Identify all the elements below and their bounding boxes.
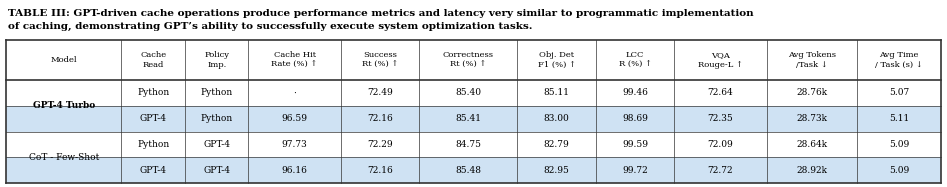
Text: 85.48: 85.48 [456,166,481,175]
Text: 85.11: 85.11 [544,88,569,97]
Text: 84.75: 84.75 [456,140,481,149]
Text: Python: Python [201,114,233,123]
Text: 96.16: 96.16 [281,166,308,175]
Text: Avg Time
/ Task (s) ↓: Avg Time / Task (s) ↓ [875,51,922,69]
Text: Obj. Det
F1 (%) ↑: Obj. Det F1 (%) ↑ [538,51,576,69]
Text: 99.46: 99.46 [622,88,648,97]
Text: 5.09: 5.09 [888,140,909,149]
Text: 99.59: 99.59 [622,140,648,149]
Text: Model: Model [50,56,77,64]
Bar [6,106,941,131]
Text: 98.69: 98.69 [622,114,648,123]
Text: GPT-4: GPT-4 [204,140,230,149]
Text: GPT-4 Turbo: GPT-4 Turbo [32,101,95,110]
Text: Python: Python [201,88,233,97]
Text: GPT-4: GPT-4 [204,166,230,175]
Text: 72.09: 72.09 [707,140,733,149]
Text: 72.16: 72.16 [367,166,393,175]
Text: 72.49: 72.49 [367,88,393,97]
Text: VQA
Rouge-L ↑: VQA Rouge-L ↑ [698,51,743,69]
Text: 72.72: 72.72 [707,166,733,175]
Text: 72.29: 72.29 [367,140,393,149]
Text: 96.59: 96.59 [281,114,308,123]
Text: 72.35: 72.35 [707,114,733,123]
Text: 5.09: 5.09 [888,166,909,175]
Text: of caching, demonstrating GPT’s ability to successfully execute system optimizat: of caching, demonstrating GPT’s ability … [8,22,532,31]
Bar [6,157,941,183]
Text: Cache Hit
Rate (%) ↑: Cache Hit Rate (%) ↑ [272,51,318,69]
Text: 28.64k: 28.64k [796,140,828,149]
Text: 85.40: 85.40 [456,88,481,97]
Text: Cache
Read: Cache Read [140,51,167,69]
Text: LCC
R (%) ↑: LCC R (%) ↑ [618,51,652,69]
Text: Python: Python [137,88,170,97]
Text: TABLE III: GPT-driven cache operations produce performance metrics and latency v: TABLE III: GPT-driven cache operations p… [8,9,754,18]
Text: Success
Rt (%) ↑: Success Rt (%) ↑ [362,51,398,69]
Text: Correctness
Rt (%) ↑: Correctness Rt (%) ↑ [443,51,493,69]
Text: 5.07: 5.07 [888,88,909,97]
Text: CoT - Few-Shot: CoT - Few-Shot [28,153,98,162]
Text: ·: · [294,88,296,97]
Text: Avg Tokens
/Task ↓: Avg Tokens /Task ↓ [788,51,835,69]
Text: 72.64: 72.64 [707,88,733,97]
Text: GPT-4: GPT-4 [139,166,167,175]
Text: 85.41: 85.41 [456,114,481,123]
Text: 5.11: 5.11 [888,114,909,123]
Text: 97.73: 97.73 [281,140,308,149]
Text: 28.76k: 28.76k [796,88,828,97]
Text: 72.16: 72.16 [367,114,393,123]
Text: 82.79: 82.79 [544,140,569,149]
Text: Python: Python [137,140,170,149]
Text: 28.73k: 28.73k [796,114,828,123]
Text: 28.92k: 28.92k [796,166,828,175]
Text: 82.95: 82.95 [544,166,569,175]
Text: Policy
Imp.: Policy Imp. [205,51,229,69]
Text: GPT-4: GPT-4 [139,114,167,123]
Text: 83.00: 83.00 [544,114,569,123]
Text: 99.72: 99.72 [622,166,648,175]
